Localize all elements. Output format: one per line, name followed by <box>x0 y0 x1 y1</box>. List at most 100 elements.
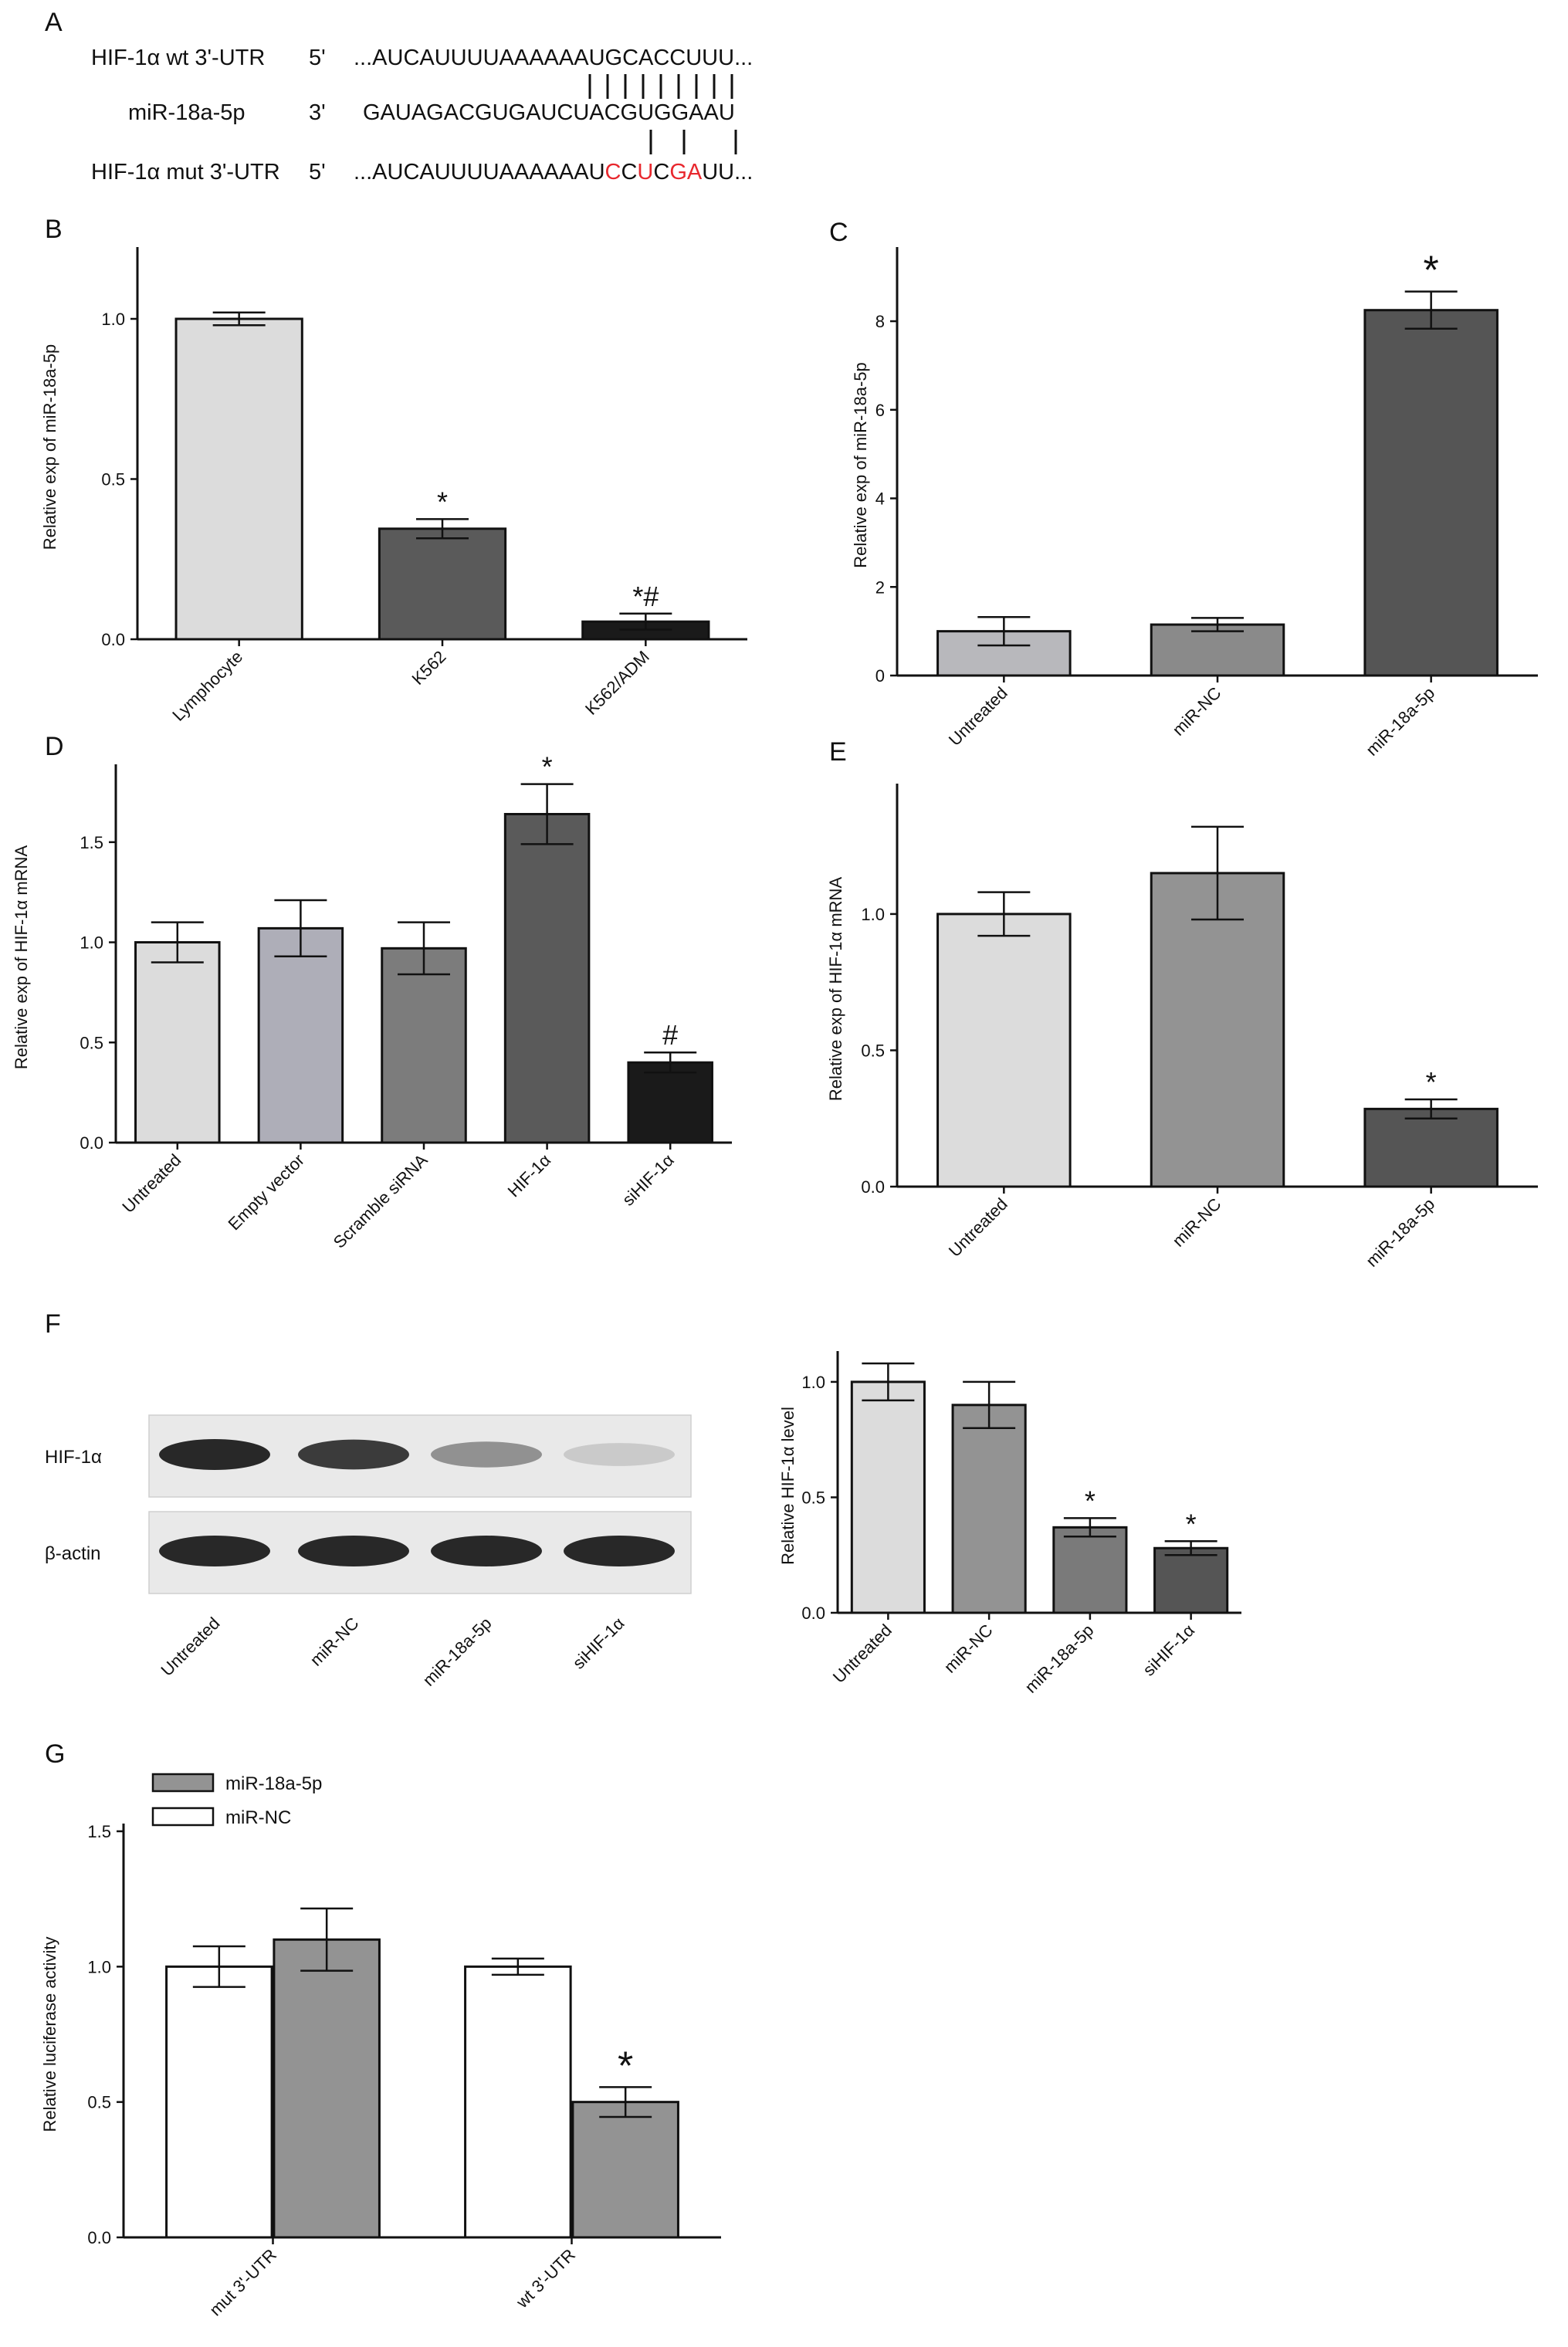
blot-lane-label: miR-18a-5p <box>419 1614 496 1690</box>
significance-marker: *# <box>632 581 659 612</box>
bar <box>1150 623 1285 677</box>
blot-row-label: HIF-1α <box>45 1447 102 1468</box>
blot-lane-label: miR-NC <box>306 1614 363 1670</box>
western-blot: HIF-1α β-actin Untreated miR-NC miR-18a-5p si… <box>45 1414 692 1690</box>
bar <box>134 941 221 1144</box>
mut-utr-label: HIF-1α mut 3'-UTR <box>91 160 280 185</box>
blot-lane-label: Untreated <box>157 1614 224 1680</box>
x-category-label: mut 3'-UTR <box>205 2245 280 2320</box>
blot-row-label: β-actin <box>45 1543 101 1564</box>
bar <box>503 812 591 1144</box>
mir-end: 3' <box>309 100 326 125</box>
blot-band <box>564 1443 675 1466</box>
y-axis-label: Relative exp of HIF-1α mRNA <box>12 845 31 1070</box>
significance-marker: * <box>437 486 448 517</box>
x-category-label: Untreated <box>945 1194 1011 1261</box>
mut-utr-sequence: ...AUCAUUUUAAAAAAUCCUCGAUU... <box>354 160 753 185</box>
bar <box>1153 1546 1229 1614</box>
bar <box>378 527 507 641</box>
x-category-label: miR-NC <box>1169 683 1225 740</box>
panel-letter-f: F <box>45 1309 61 1339</box>
legend-swatch <box>151 1807 215 1827</box>
x-category-label: miR-18a-5p <box>1021 1621 1097 1697</box>
bar-mir-18a-5p <box>571 2101 679 2239</box>
mut-seq-part: C <box>621 160 637 185</box>
y-tick-label: 0.5 <box>861 1041 885 1060</box>
chart-d: D 0.0 0.5 1.0 1.5 Relative exp of HIF-1α mRNA… <box>12 732 732 1252</box>
blot-band <box>298 1439 409 1470</box>
bar <box>850 1380 926 1614</box>
significance-marker: * <box>618 2044 633 2088</box>
chart-b: B 0.0 0.5 1.0 Relative exp of miR-18a-5p * *# L… <box>40 215 747 725</box>
y-tick-label: 0.5 <box>87 2093 111 2112</box>
significance-marker: * <box>1186 1508 1197 1539</box>
chart-c: C 0 2 4 6 8 Relative exp of miR-18a-5p * Untreat… <box>829 218 1538 760</box>
significance-marker: * <box>1424 249 1439 293</box>
legend-label: miR-18a-5p <box>225 1773 322 1794</box>
mut-seq-part: C <box>653 160 669 185</box>
blot-band <box>298 1536 409 1566</box>
y-tick-label: 0.0 <box>87 2228 111 2247</box>
mut-pairing-lines <box>649 130 737 154</box>
blot-band <box>431 1536 542 1566</box>
x-category-label: wt 3'-UTR <box>512 2245 579 2312</box>
y-tick-label: 1.5 <box>80 833 103 852</box>
x-category-label: siHIF-1α <box>1139 1621 1198 1680</box>
y-tick-label: 1.0 <box>801 1373 825 1392</box>
chart-g: G 0.0 0.5 1.0 1.5 Relative luciferase activit… <box>40 1739 721 2320</box>
mir-label: miR-18a-5p <box>128 100 246 125</box>
x-category-label: miR-18a-5p <box>1362 1194 1438 1271</box>
x-category-label: Scramble siRNA <box>330 1150 432 1252</box>
panel-letter-c: C <box>829 218 848 247</box>
blot-band <box>564 1536 675 1566</box>
x-category-label: HIF-1α <box>504 1150 555 1201</box>
mut-seq-part: U <box>637 160 653 185</box>
y-axis-label: Relative HIF-1α level <box>778 1407 798 1565</box>
chart-e: E 0.0 0.5 1.0 Relative exp of HIF-1α mRNA * Un… <box>826 737 1538 1271</box>
x-category-label: miR-18a-5p <box>1362 683 1438 760</box>
wt-utr-label: HIF-1α wt 3'-UTR <box>91 46 265 70</box>
y-tick-label: 0.5 <box>101 470 125 489</box>
wt-pairing-lines <box>588 74 733 99</box>
x-category-label: miR-NC <box>940 1621 997 1677</box>
x-category-label: K562/ADM <box>581 647 653 719</box>
x-category-label: K562 <box>408 647 450 689</box>
mir-sequence: GAUAGACGUGAUCUACGUGGAAU <box>363 100 735 125</box>
significance-marker: # <box>662 1019 678 1051</box>
y-tick-label: 0.5 <box>801 1488 825 1507</box>
bar <box>1363 309 1499 677</box>
x-category-label: Lymphocyte <box>168 647 246 725</box>
y-axis-label: Relative exp of HIF-1α mRNA <box>826 877 845 1102</box>
y-tick-label: 0.0 <box>861 1177 885 1197</box>
significance-marker: * <box>542 751 553 783</box>
blot-band <box>159 1536 270 1566</box>
bar-mir-nc <box>464 1965 572 2239</box>
y-tick-label: 8 <box>875 312 885 331</box>
y-axis-label: Relative exp of miR-18a-5p <box>40 344 59 550</box>
wt-utr-end: 5' <box>309 46 326 70</box>
bar <box>257 926 344 1144</box>
bar-mir-18a-5p <box>273 1938 381 2239</box>
bar <box>936 913 1072 1188</box>
y-tick-label: 0.5 <box>80 1033 103 1052</box>
legend-label: miR-NC <box>225 1807 291 1828</box>
bar <box>627 1061 713 1144</box>
wt-utr-sequence: ...AUCAUUUUAAAAAAUGCACCUUU... <box>354 46 753 70</box>
mut-seq-part: C <box>605 160 621 185</box>
panel-letter-a: A <box>45 8 63 37</box>
y-tick-label: 2 <box>875 577 885 597</box>
mut-seq-part: GA <box>669 160 703 185</box>
x-category-label: Untreated <box>118 1150 185 1217</box>
blot-band <box>159 1439 270 1470</box>
y-tick-label: 0.0 <box>101 630 125 649</box>
y-tick-label: 6 <box>875 401 885 420</box>
bar <box>381 947 467 1144</box>
y-axis-label: Relative exp of miR-18a-5p <box>851 362 870 568</box>
panel-a: A HIF-1α wt 3'-UTR 5' ...AUCAUUUUAAAAAAU… <box>45 8 753 185</box>
blot-band <box>431 1441 542 1468</box>
x-category-label: Untreated <box>829 1621 896 1687</box>
mut-seq-part: ...AUCAUUUUAAAAAAU <box>354 160 605 185</box>
